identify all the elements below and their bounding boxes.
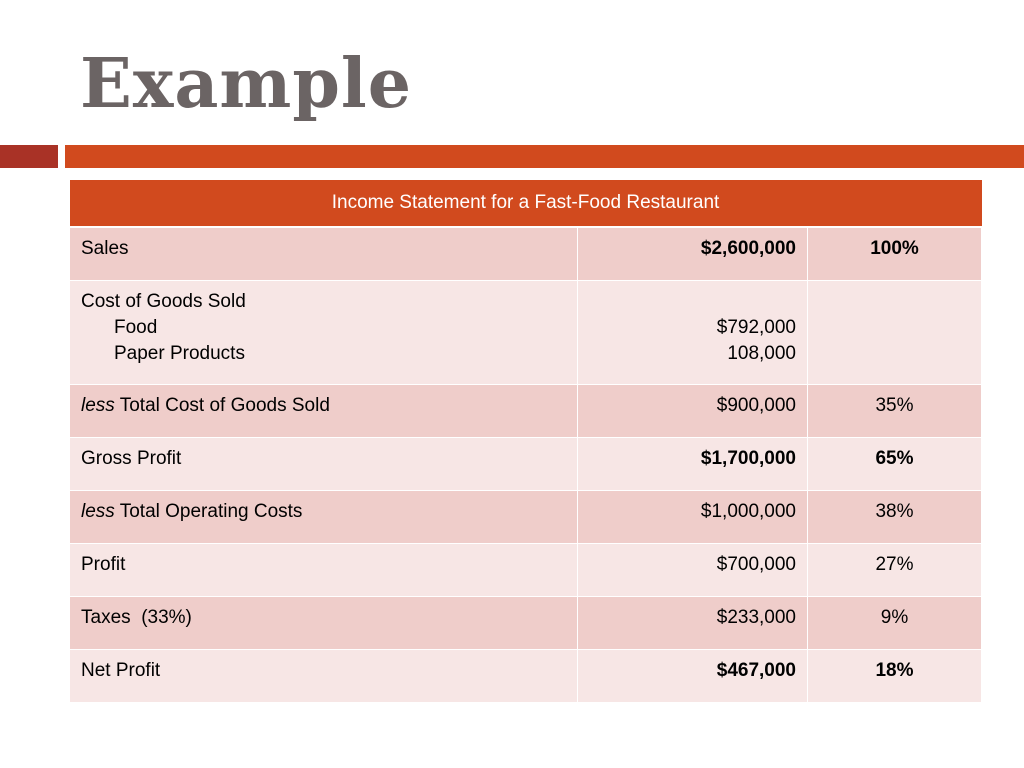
row-amount: $700,000 [577, 543, 808, 597]
row-operating-costs: less Total Operating Costs $1,000,000 38… [69, 490, 983, 544]
row-cost-of-goods-sold: Cost of Goods Sold Food Paper Products $… [69, 280, 983, 385]
sub-item-food: Food [114, 317, 158, 338]
row-amount: $900,000 [577, 384, 808, 438]
row-percent: 27% [806, 543, 983, 597]
row-percent: 100% [806, 226, 983, 281]
row-total-cogs: less Total Cost of Goods Sold $900,000 3… [69, 384, 983, 438]
row-amount-cell: $792,000 108,000 [577, 280, 808, 385]
row-label: Profit [69, 543, 578, 597]
row-net-profit: Net Profit $467,000 18% [69, 649, 983, 703]
table-header: Income Statement for a Fast-Food Restaur… [69, 180, 982, 228]
row-label: Total Cost of Goods Sold [119, 395, 330, 416]
income-statement-table: Income Statement for a Fast-Food Restaur… [69, 180, 983, 703]
sub-amount-food: $792,000 [716, 317, 796, 338]
sub-item-paper-products: Paper Products [114, 343, 245, 364]
row-taxes: Taxes (33%) $233,000 9% [69, 596, 983, 650]
slide-title: Example [80, 44, 413, 124]
tax-rate-note: (33%) [141, 607, 192, 628]
row-amount: $1,000,000 [577, 490, 808, 544]
row-gross-profit: Gross Profit $1,700,000 65% [69, 437, 983, 491]
row-percent: 38% [806, 490, 983, 544]
row-label: Taxes [81, 607, 131, 628]
row-percent [806, 280, 983, 385]
row-amount: $467,000 [577, 649, 808, 703]
row-label-cell: less Total Operating Costs [69, 490, 578, 544]
row-label-cell: less Total Cost of Goods Sold [69, 384, 578, 438]
row-sales: Sales $2,600,000 100% [69, 226, 983, 281]
sub-amount-paper-products: 108,000 [727, 343, 796, 364]
row-label: Gross Profit [69, 437, 578, 491]
row-amount: $233,000 [577, 596, 808, 650]
row-label: Sales [69, 226, 578, 281]
row-label-cell: Taxes (33%) [69, 596, 578, 650]
row-label: Total Operating Costs [119, 501, 303, 522]
row-percent: 18% [806, 649, 983, 703]
row-percent: 65% [806, 437, 983, 491]
row-profit: Profit $700,000 27% [69, 543, 983, 597]
row-amount: $1,700,000 [577, 437, 808, 491]
row-label: Cost of Goods Sold [81, 291, 246, 312]
less-prefix: less [81, 501, 115, 522]
row-label-cell: Cost of Goods Sold Food Paper Products [69, 280, 578, 385]
accent-bar-right [65, 145, 1024, 168]
row-label: Net Profit [69, 649, 578, 703]
accent-bar-left [0, 145, 58, 168]
row-percent: 9% [806, 596, 983, 650]
row-amount: $2,600,000 [577, 226, 808, 281]
less-prefix: less [81, 395, 115, 416]
row-percent: 35% [806, 384, 983, 438]
